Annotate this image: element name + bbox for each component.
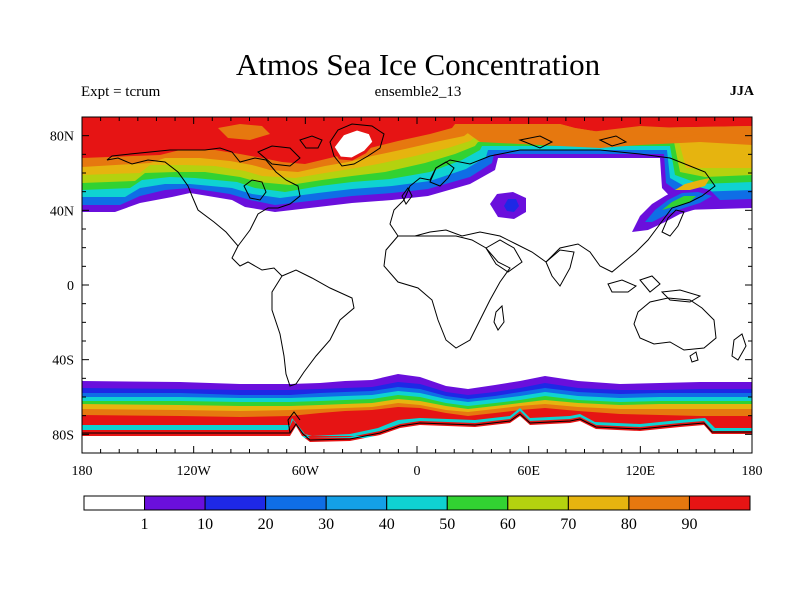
lon-tick-label: 0	[414, 464, 421, 479]
experiment-label: Expt = tcrum	[81, 84, 161, 100]
colorbar-label: 80	[621, 516, 637, 533]
colorbar-swatch	[144, 495, 206, 511]
lon-tick-label: 60E	[517, 464, 540, 479]
lat-tick-label: 0	[67, 279, 74, 294]
colorbar-label: 20	[258, 516, 274, 533]
ensemble-label: ensemble2_13	[374, 84, 462, 100]
colorbar-swatch	[507, 495, 569, 511]
lon-tick-label: 120W	[177, 464, 212, 479]
colorbar-swatch	[628, 495, 690, 511]
map-area	[82, 117, 752, 453]
colorbar-label: 40	[379, 516, 395, 533]
map-title: Atmos Sea Ice Concentration	[235, 47, 601, 82]
colorbar-swatch	[446, 495, 509, 511]
arctic-sea-ice	[82, 117, 752, 232]
lon-tick-label: 120E	[626, 464, 656, 479]
colorbar-swatch	[204, 495, 267, 511]
colorbar-swatch	[83, 495, 146, 511]
colorbar-label: 50	[439, 516, 455, 533]
season-label: JJA	[729, 84, 754, 99]
colorbar-swatch	[567, 495, 630, 511]
colorbar-swatch	[386, 495, 448, 511]
lat-tick-label: 80N	[50, 130, 74, 145]
colorbar-label: 70	[560, 516, 576, 533]
lon-tick-label: 180	[742, 464, 763, 479]
colorbar-label: 30	[318, 516, 334, 533]
lon-tick-label: 60W	[292, 464, 320, 479]
latitude-axis: 80N 40N 0 40S 80S	[50, 116, 752, 454]
coastlines	[82, 123, 752, 441]
antarctic-sea-ice	[82, 374, 752, 453]
colorbar: 1 10 20 30 40 50 60 70 80 90	[83, 495, 751, 533]
colorbar-label: 1	[141, 516, 149, 533]
colorbar-label: 10	[197, 516, 213, 533]
colorbar-swatch	[265, 495, 327, 511]
lon-tick-label: 180	[72, 464, 93, 479]
colorbar-label: 60	[500, 516, 516, 533]
colorbar-swatch	[688, 495, 751, 511]
colorbar-swatch	[325, 495, 388, 511]
colorbar-label: 90	[681, 516, 697, 533]
longitude-axis: 180 120W 60W 0 60E 120E 180	[72, 117, 763, 479]
lat-tick-label: 40S	[52, 354, 74, 369]
lat-tick-label: 40N	[50, 204, 74, 219]
lat-tick-label: 80S	[52, 428, 74, 443]
